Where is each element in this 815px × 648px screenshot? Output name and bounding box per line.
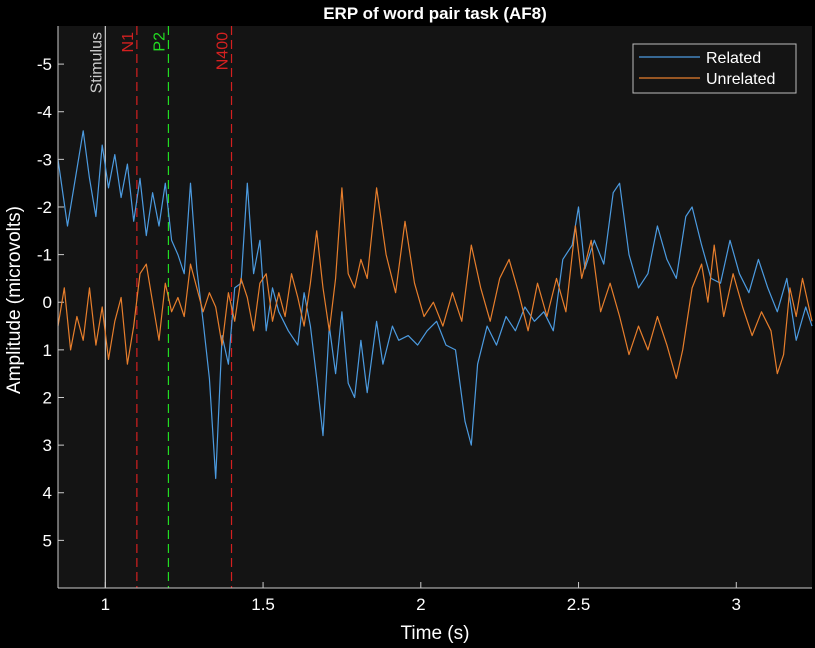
y-tick-label: -3 <box>37 150 52 169</box>
x-tick-label: 2 <box>416 595 425 614</box>
y-tick-label: 4 <box>43 484 52 503</box>
y-tick-label: -2 <box>37 198 52 217</box>
chart-title: ERP of word pair task (AF8) <box>323 4 547 23</box>
x-tick-label: 1.5 <box>251 595 275 614</box>
series-lines <box>57 130 813 480</box>
x-tick-label: 2.5 <box>567 595 591 614</box>
event-markers: Stimulus N1 P2 N400 <box>88 26 233 588</box>
y-tick-label: 5 <box>43 531 52 550</box>
marker-label-n1: N1 <box>120 32 137 53</box>
legend-box <box>632 43 797 94</box>
legend: Related Unrelated <box>632 43 797 94</box>
y-tick-label: -1 <box>37 246 52 265</box>
y-tick-label: 1 <box>43 341 52 360</box>
marker-label-n400: N400 <box>215 32 232 70</box>
marker-label-stimulus: Stimulus <box>88 32 105 93</box>
x-tick-label: 1 <box>101 595 110 614</box>
series-line-unrelated <box>57 187 813 379</box>
marker-label-p2: P2 <box>151 32 168 52</box>
legend-label-related: Related <box>706 50 761 67</box>
legend-label-unrelated: Unrelated <box>706 71 775 88</box>
y-tick-label: 2 <box>43 388 52 407</box>
axis-ticks: 1 1.5 2 2.5 3 -5 -4 -3 -2 -1 0 1 2 3 4 5 <box>37 55 741 614</box>
y-tick-label: -5 <box>37 55 52 74</box>
y-axis-label: Amplitude (microvolts) <box>4 206 25 394</box>
y-tick-label: 3 <box>43 436 52 455</box>
x-tick-label: 3 <box>732 595 741 614</box>
series-line-related <box>57 130 813 480</box>
y-tick-label: -4 <box>37 103 52 122</box>
y-tick-label: 0 <box>43 293 52 312</box>
x-axis-label: Time (s) <box>401 623 470 644</box>
